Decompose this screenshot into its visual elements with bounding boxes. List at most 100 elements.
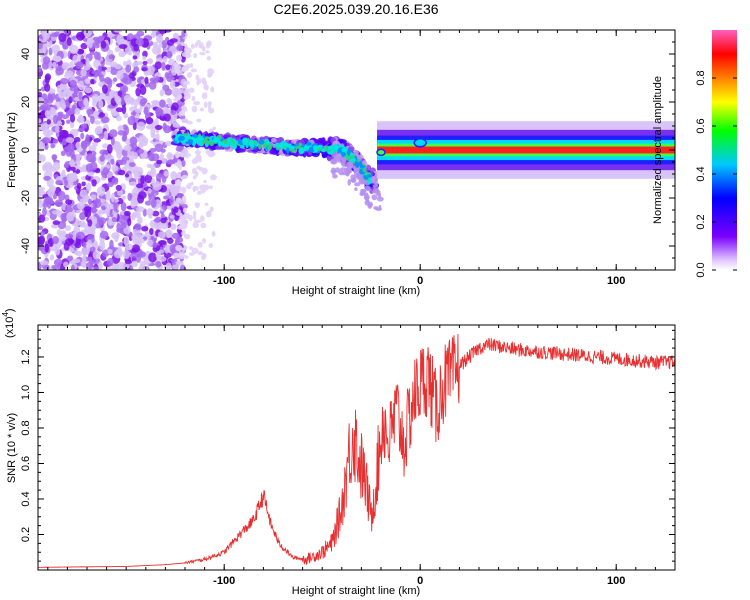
noise-blob [151,45,161,55]
fringe-blob [204,186,209,190]
noise-blob [106,78,113,85]
noise-blob [170,171,177,180]
noise-blob [150,132,157,139]
noise-blob [72,54,79,64]
noise-blob [114,234,119,243]
noise-blob [110,158,115,165]
noise-blob [64,204,74,214]
noise-blob [83,97,89,107]
fringe-blob [175,197,182,203]
track-highlight [187,139,194,145]
noise-blob [69,247,75,253]
noise-blob [152,181,162,191]
noise-blob [42,202,48,208]
noise-blob [166,154,176,159]
noise-blob [130,198,136,209]
track-highlight [346,154,352,162]
noise-blob [155,260,162,268]
spectrogram-x-axis-title: Height of straight line (km) [292,285,420,297]
track-highlight [295,145,301,149]
noise-blob [96,186,106,196]
noise-blob [70,264,75,270]
fringe-blob [201,238,207,244]
noise-blob [38,118,42,124]
track-highlight [341,146,348,154]
noise-blob [137,251,146,258]
snr-x-tick-label: -100 [213,575,235,587]
noise-blob [85,182,92,192]
noise-blob [127,218,132,226]
noise-blob [94,120,101,125]
noise-blob [91,179,97,187]
track-scatter [354,182,361,187]
fringe-blob [184,88,190,93]
snr-y-tick-label: 1.2 [20,349,32,364]
noise-blob [65,233,74,239]
noise-blob [164,245,169,254]
noise-blob [80,143,87,149]
noise-blob [49,254,55,261]
noise-blob [101,205,106,210]
track-highlight [175,134,180,138]
noise-blob [165,64,171,71]
spectrogram-x-tick-label: 0 [417,275,423,287]
noise-blob [66,119,71,124]
noise-blob [78,49,85,54]
noise-blob [98,92,107,102]
fringe-blob [207,101,212,107]
fringe-blob [195,74,200,81]
noise-blob [64,30,70,35]
noise-blob [38,140,43,149]
noise-blob [76,231,85,240]
fringe-blob [194,150,202,155]
noise-blob [76,182,82,190]
noise-blob [69,79,77,88]
figure-title: C2E6.2025.039.20.16.E36 [273,1,438,17]
noise-blob [67,142,75,153]
noise-blob [135,113,140,119]
noise-blob [139,139,148,147]
track-scatter [374,207,382,211]
noise-blob [99,73,104,83]
noise-blob [141,67,148,72]
noise-blob [111,165,119,172]
noise-blob [116,223,121,231]
noise-blob [95,198,101,203]
track-blob [321,137,326,143]
noise-blob [136,148,145,155]
noise-blob [106,152,113,162]
noise-blob [181,159,186,167]
track-scatter [373,177,379,182]
noise-blob [134,223,142,231]
noise-blob [90,194,97,200]
noise-blob [80,132,85,140]
track-scatter [354,187,358,191]
noise-blob [162,204,167,211]
noise-blob [151,121,156,129]
noise-blob [120,222,127,229]
snr-y-multiplier: (x104) [1,308,16,338]
colorbar-tick-label: 0.6 [695,118,707,133]
noise-blob [92,250,101,260]
noise-blob [64,194,70,201]
noise-blob [79,189,88,198]
fringe-blob [207,153,214,158]
noise-blob [44,75,50,84]
noise-blob [131,212,136,221]
noise-blob [135,38,144,47]
noise-blob [155,34,164,44]
noise-blob [133,66,140,73]
fringe-blob [182,229,186,234]
noise-blob [78,80,85,91]
noise-blob [160,217,167,224]
noise-blob [144,76,149,85]
noise-blob [52,161,61,171]
noise-blob [94,111,100,116]
noise-blob [61,103,67,110]
spectrogram-ticks: -100 0 100 -40 -20 0 20 40 [20,29,676,287]
noise-blob [118,50,126,58]
colorbar-tick-label: 0.2 [695,214,707,229]
fringe-blob [172,252,180,259]
noise-blob [87,198,93,205]
noise-blob [84,209,92,218]
